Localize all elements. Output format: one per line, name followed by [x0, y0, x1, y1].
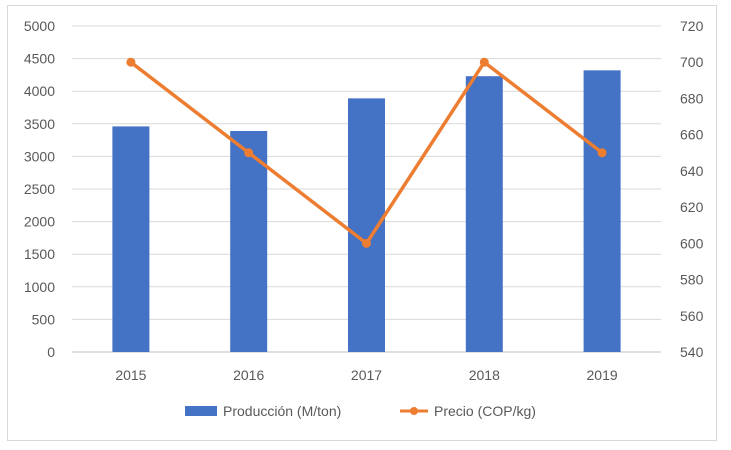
y-left-tick-label: 3500: [24, 116, 55, 132]
x-tick-label: 2019: [587, 367, 618, 383]
y-axis-left: 0 500 1000 1500 2000 2500 3000 3500 4000 4500 5000: [24, 18, 55, 360]
x-axis: 2015 2016 2017 2018 2019: [115, 367, 618, 383]
y-right-tick-label: 640: [680, 163, 704, 179]
bar-2019: [583, 70, 621, 352]
y-right-tick-label: 540: [680, 344, 704, 360]
legend-swatch-bar: [185, 406, 217, 416]
y-right-tick-label: 580: [680, 272, 704, 288]
y-left-tick-label: 1500: [24, 246, 55, 262]
x-tick-label: 2015: [115, 367, 146, 383]
y-left-tick-label: 2500: [24, 181, 55, 197]
y-axis-right: 540 560 580 600 620 640 660 680 700 720: [680, 18, 704, 360]
bar-2018: [465, 76, 503, 352]
y-right-tick-label: 700: [680, 54, 704, 70]
y-left-tick-label: 3000: [24, 148, 55, 164]
bar-2016: [230, 130, 268, 352]
line-point-2018: [479, 57, 489, 67]
y-right-tick-label: 660: [680, 127, 704, 143]
y-left-tick-label: 1000: [24, 279, 55, 295]
line-point-2015: [126, 57, 136, 67]
line-series: [126, 57, 607, 248]
x-tick-label: 2018: [469, 367, 500, 383]
x-tick-label: 2017: [351, 367, 382, 383]
y-left-tick-label: 4000: [24, 83, 55, 99]
line-point-2019: [597, 148, 607, 158]
y-left-tick-label: 5000: [24, 18, 55, 34]
legend-swatch-marker: [410, 407, 418, 415]
line-point-2016: [244, 148, 254, 158]
y-right-tick-label: 720: [680, 18, 704, 34]
y-left-tick-label: 2000: [24, 214, 55, 230]
y-right-tick-label: 620: [680, 199, 704, 215]
x-tick-label: 2016: [233, 367, 264, 383]
y-right-tick-label: 680: [680, 90, 704, 106]
line-point-2017: [362, 238, 371, 248]
bar-series: [112, 70, 621, 353]
y-left-tick-label: 0: [47, 344, 55, 360]
legend-label-line: Precio (COP/kg): [434, 403, 536, 419]
y-right-tick-label: 560: [680, 308, 704, 324]
legend-label-bar: Producción (M/ton): [223, 403, 341, 419]
y-left-tick-label: 500: [32, 311, 56, 327]
legend: Producción (M/ton) Precio (COP/kg): [185, 403, 536, 419]
y-left-tick-label: 4500: [24, 51, 55, 67]
y-right-tick-label: 600: [680, 235, 704, 251]
bar-2015: [112, 126, 150, 353]
